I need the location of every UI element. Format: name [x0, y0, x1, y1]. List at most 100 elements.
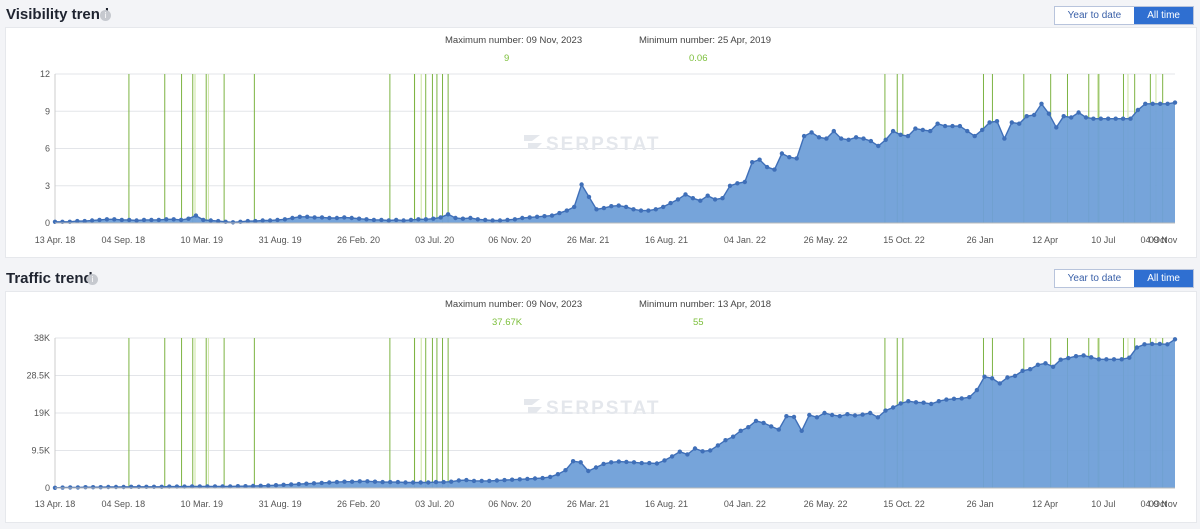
data-point — [1120, 116, 1126, 121]
data-point — [845, 412, 850, 417]
data-point — [260, 218, 265, 223]
data-point — [776, 427, 781, 432]
all-time-button[interactable]: All time — [1134, 7, 1193, 24]
visibility-section: Visibility trend i Year to date All time… — [0, 0, 1200, 262]
visibility-chart-card: Maximum number: 09 Nov, 2023 9 Minimum n… — [5, 27, 1197, 258]
x-tick-label: 26 Jan — [967, 235, 994, 245]
traffic-points — [52, 337, 1178, 490]
data-point — [1142, 342, 1147, 347]
data-point — [1009, 120, 1014, 125]
x-tick-label: 10 Jul — [1091, 499, 1115, 509]
data-point — [950, 123, 955, 129]
watermark-text: SERPSTAT — [546, 398, 661, 419]
y-tick-label: 38K — [34, 333, 50, 343]
y-tick-label: 12 — [40, 69, 50, 79]
data-point — [750, 160, 755, 165]
data-point — [1081, 353, 1086, 358]
data-point — [1031, 112, 1037, 118]
data-point — [356, 216, 362, 221]
info-icon[interactable]: i — [100, 10, 111, 21]
data-point — [814, 415, 820, 420]
data-point — [1111, 357, 1117, 362]
data-point — [127, 217, 132, 223]
watermark-text: SERPSTAT — [546, 134, 661, 155]
data-point — [735, 181, 740, 186]
data-point — [1165, 101, 1170, 107]
data-point — [557, 210, 562, 216]
year-to-date-button[interactable]: Year to date — [1067, 10, 1122, 21]
x-tick-label: 10 Mar. 19 — [180, 235, 223, 245]
serpstat-logo-icon — [524, 399, 542, 413]
data-point — [957, 123, 963, 129]
data-point — [267, 218, 273, 223]
x-tick-label: 09 Nov — [1149, 235, 1178, 245]
data-point — [1158, 101, 1163, 107]
data-point — [1066, 355, 1071, 361]
x-tick-label: 04 Sep. 18 — [102, 499, 146, 509]
data-point — [829, 412, 835, 418]
x-tick-label: 06 Nov. 20 — [488, 235, 531, 245]
data-point — [445, 212, 451, 217]
data-point — [586, 468, 591, 474]
data-point — [497, 218, 503, 223]
data-point — [418, 480, 423, 485]
data-point — [1135, 107, 1141, 113]
all-time-button[interactable]: All time — [1134, 270, 1193, 287]
data-point — [1172, 337, 1178, 342]
data-point — [520, 215, 525, 221]
data-point — [1098, 116, 1104, 121]
data-point — [250, 483, 256, 489]
data-point — [631, 207, 636, 212]
data-point — [253, 218, 258, 224]
data-point — [831, 128, 836, 134]
data-point — [868, 410, 873, 416]
data-point — [453, 215, 458, 221]
x-tick-label: 26 Feb. 20 — [337, 499, 380, 509]
x-tick-label: 15 Oct. 22 — [883, 499, 925, 509]
traffic-chart[interactable]: 0 9.5K 19K 28.5K 38K 13 Apr. 18 04 Sep. 18 10 M… — [6, 292, 1196, 522]
data-point — [243, 484, 248, 489]
data-point — [779, 151, 785, 156]
data-point — [1089, 355, 1094, 360]
data-point — [816, 135, 822, 140]
data-point — [490, 218, 495, 223]
traffic-title: Traffic trend — [6, 270, 93, 287]
x-tick-label: 04 Jan. 22 — [724, 235, 766, 245]
data-point — [624, 459, 629, 465]
visibility-chart[interactable]: 0 3 6 9 12 13 Apr. 18 04 Sep. 18 10 Mar. 19 31 A… — [6, 28, 1196, 257]
data-point — [646, 208, 651, 213]
data-point — [312, 215, 317, 220]
data-point — [839, 136, 844, 141]
data-point — [297, 214, 302, 219]
data-point — [75, 485, 81, 490]
info-icon[interactable]: i — [87, 274, 98, 285]
data-point — [601, 205, 607, 211]
data-point — [942, 123, 948, 129]
x-tick-label: 26 May. 22 — [804, 499, 848, 509]
data-point — [266, 483, 271, 488]
data-point — [623, 204, 629, 210]
data-point — [349, 215, 354, 221]
data-point — [809, 130, 814, 135]
min-number-value: 0.06 — [689, 53, 708, 64]
data-point — [258, 483, 263, 488]
data-point — [794, 156, 799, 161]
data-point — [730, 434, 736, 439]
min-number-value: 55 — [693, 317, 704, 328]
data-point — [1039, 101, 1044, 107]
data-point — [502, 477, 507, 483]
data-point — [824, 136, 829, 141]
data-point — [601, 461, 606, 467]
y-tick-label: 28.5K — [26, 371, 50, 381]
year-to-date-button[interactable]: Year to date — [1067, 273, 1122, 284]
data-point — [692, 446, 698, 451]
data-point — [868, 138, 874, 144]
data-point — [483, 217, 488, 223]
data-point — [509, 477, 515, 482]
data-point — [164, 217, 169, 222]
x-tick-label: 16 Aug. 21 — [645, 235, 688, 245]
traffic-area — [55, 339, 1175, 488]
data-point — [82, 218, 87, 224]
data-point — [1028, 367, 1033, 372]
data-point — [772, 167, 777, 172]
